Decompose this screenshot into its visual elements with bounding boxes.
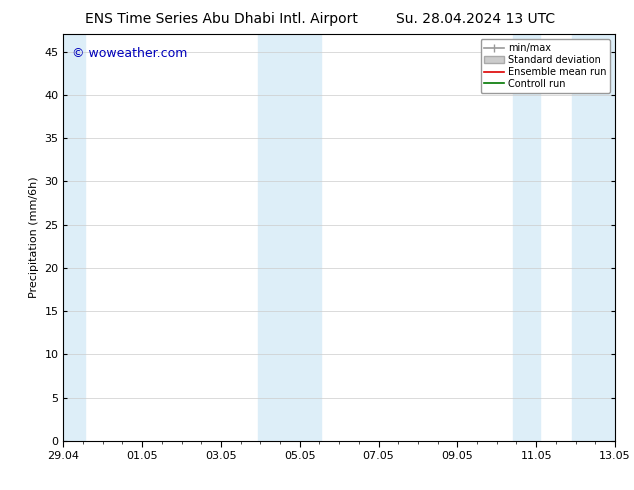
Text: ENS Time Series Abu Dhabi Intl. Airport: ENS Time Series Abu Dhabi Intl. Airport [86,12,358,26]
Bar [572,34,615,441]
Y-axis label: Precipitation (mm/6h): Precipitation (mm/6h) [29,177,39,298]
Text: Su. 28.04.2024 13 UTC: Su. 28.04.2024 13 UTC [396,12,555,26]
Bar [259,34,321,441]
Bar [512,34,540,441]
Legend: min/max, Standard deviation, Ensemble mean run, Controll run: min/max, Standard deviation, Ensemble me… [481,39,610,93]
Text: © woweather.com: © woweather.com [72,47,187,59]
Bar [63,34,85,441]
